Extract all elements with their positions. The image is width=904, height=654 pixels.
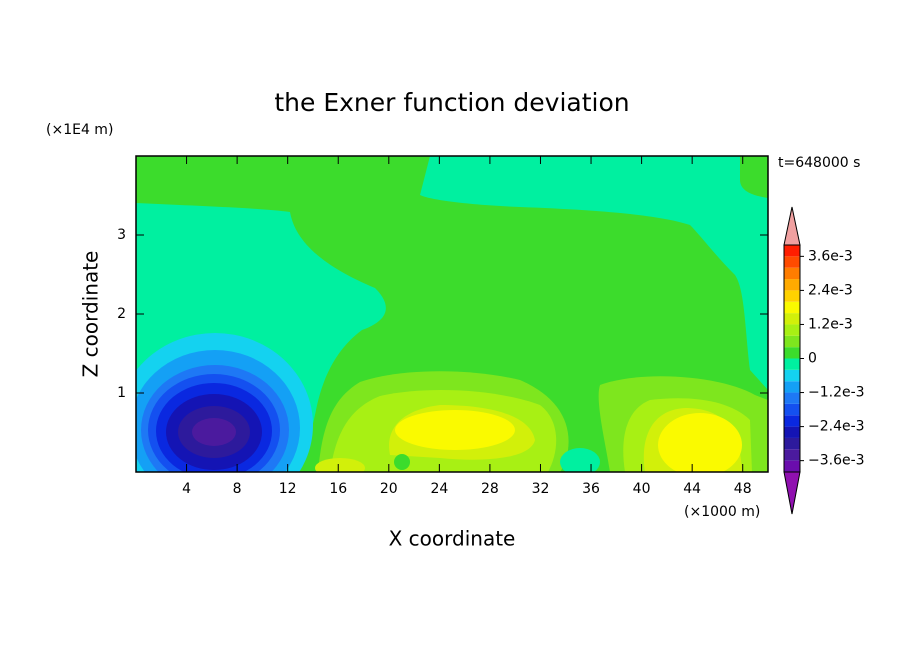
y-axis-label: Z coordinate [79, 251, 103, 378]
colorbar-swatch [784, 415, 800, 427]
x-tick-label: 16 [329, 481, 347, 497]
colorbar-swatch [784, 301, 800, 314]
x-tick-label: 32 [532, 481, 550, 497]
colorbar-tick-label: 3.6e-3 [808, 248, 853, 264]
x-axis-label: X coordinate [389, 527, 516, 551]
colorbar-swatch [784, 426, 800, 438]
x-tick-label: 12 [279, 481, 297, 497]
x-tick-label: 40 [633, 481, 651, 497]
colorbar-swatch [784, 347, 800, 359]
x-tick-label: 44 [683, 481, 701, 497]
colorbar-tick-label: 1.2e-3 [808, 316, 853, 332]
y-tick-label: 3 [117, 227, 126, 243]
colorbar-tick-label: 2.4e-3 [808, 282, 853, 298]
annotation: t=648000 s [778, 155, 860, 171]
x-tick-label: 36 [582, 481, 600, 497]
colorbar-tick-label: −3.6e-3 [808, 453, 865, 469]
colorbar-tick-label: −2.4e-3 [808, 419, 865, 435]
contour-region [658, 413, 742, 472]
colorbar-tick-label: −1.2e-3 [808, 385, 865, 401]
x-tick-label: 48 [734, 481, 752, 497]
colorbar-swatch [784, 460, 800, 472]
contour-region [394, 454, 410, 470]
colorbar-swatch [784, 324, 800, 336]
colorbar-swatch [784, 369, 800, 382]
chart-title: the Exner function deviation [274, 88, 629, 117]
colorbar-swatch [784, 256, 800, 268]
colorbar-swatch [784, 335, 800, 348]
x-tick-label: 8 [233, 481, 242, 497]
x-tick-label: 20 [380, 481, 398, 497]
colorbar-swatch [784, 358, 800, 370]
colorbar-over [783, 206, 801, 246]
colorbar-swatch [784, 403, 800, 416]
contour-region [315, 458, 365, 472]
x-tick-label: 24 [430, 481, 448, 497]
colorbar-under [783, 471, 801, 515]
contour-region [395, 410, 515, 450]
colorbar-swatch [784, 245, 800, 257]
x-unit: (×1000 m) [684, 504, 760, 520]
y-tick-label: 2 [117, 306, 126, 322]
y-tick-label: 1 [117, 385, 126, 401]
x-tick-label: 28 [481, 481, 499, 497]
colorbar-tick-label: 0 [808, 351, 817, 367]
colorbar-swatch [784, 279, 800, 291]
x-tick-label: 4 [182, 481, 191, 497]
colorbar-swatch [784, 267, 800, 280]
contour-region [740, 156, 768, 198]
colorbar-swatch [784, 381, 800, 393]
contour-region [420, 156, 768, 390]
colorbar-swatch [784, 290, 800, 302]
y-unit: (×1E4 m) [46, 122, 113, 138]
colorbar-swatch [784, 313, 800, 325]
colorbar-swatch [784, 437, 800, 450]
contour-field [136, 156, 768, 472]
colorbar-swatch [784, 392, 800, 404]
colorbar-swatch [784, 449, 800, 461]
contour-region [192, 418, 236, 446]
contour-region [560, 448, 600, 472]
